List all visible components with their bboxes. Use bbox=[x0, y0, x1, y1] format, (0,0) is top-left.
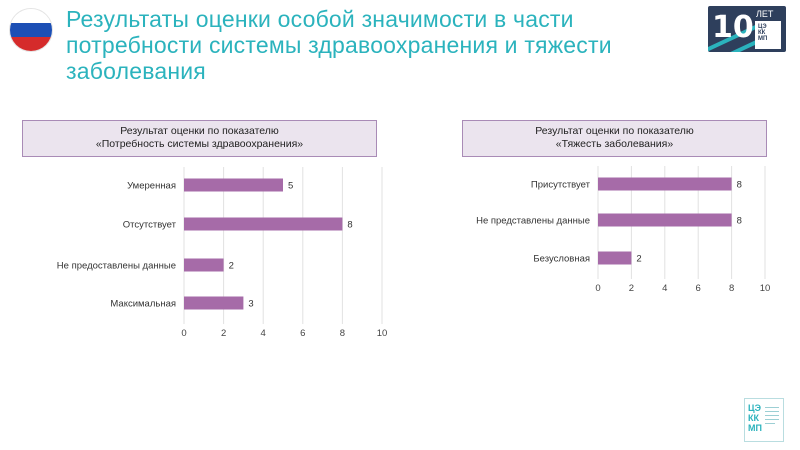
data-label: 2 bbox=[229, 261, 234, 272]
chart-header-text: Результат оценки по показателю «Тяжесть … bbox=[535, 125, 694, 150]
x-tick-label: 2 bbox=[629, 283, 634, 294]
x-tick-label: 6 bbox=[300, 328, 305, 339]
category-label: Отсутствует bbox=[123, 220, 177, 231]
chart-header-text: Результат оценки по показателю «Потребно… bbox=[95, 125, 304, 150]
x-tick-label: 10 bbox=[760, 283, 771, 294]
data-label: 3 bbox=[248, 299, 253, 310]
x-tick-label: 4 bbox=[261, 328, 266, 339]
x-tick-label: 10 bbox=[377, 328, 388, 339]
category-label: Присутствует bbox=[531, 180, 591, 191]
category-label: Умеренная bbox=[127, 181, 176, 192]
category-label: Безусловная bbox=[533, 254, 590, 265]
chart-header-disease-severity: Результат оценки по показателю «Тяжесть … bbox=[462, 120, 767, 157]
x-tick-label: 4 bbox=[662, 283, 667, 294]
data-label: 8 bbox=[737, 180, 742, 191]
org-logo-box: ЦЭ КК МП bbox=[755, 21, 781, 49]
category-label: Не предоставлены данные bbox=[57, 261, 176, 272]
x-tick-label: 0 bbox=[181, 328, 186, 339]
bar bbox=[184, 217, 343, 231]
org-abbr: ЦЭ КК МП bbox=[758, 24, 768, 42]
x-tick-label: 8 bbox=[729, 283, 734, 294]
x-tick-label: 8 bbox=[340, 328, 345, 339]
bar bbox=[184, 296, 244, 310]
bar bbox=[598, 177, 732, 191]
bar bbox=[184, 178, 283, 192]
category-label: Максимальная bbox=[110, 299, 176, 310]
data-label: 8 bbox=[347, 220, 352, 231]
page-title: Результаты оценки особой значимости в ча… bbox=[66, 6, 612, 84]
footer-org-abbr: ЦЭ КК МП bbox=[748, 403, 762, 433]
data-label: 5 bbox=[288, 181, 293, 192]
footer-org-logo: ЦЭ КК МП bbox=[744, 398, 784, 442]
anniversary-number: 10 bbox=[712, 10, 754, 45]
anniversary-label: ЛЕТ bbox=[756, 9, 774, 19]
data-label: 8 bbox=[737, 216, 742, 227]
bar bbox=[598, 213, 732, 227]
x-tick-label: 0 bbox=[595, 283, 600, 294]
chart-header-healthcare-need: Результат оценки по показателю «Потребно… bbox=[22, 120, 377, 157]
category-label: Не представлены данные bbox=[476, 216, 590, 227]
data-label: 2 bbox=[636, 254, 641, 265]
russia-flag-icon bbox=[10, 9, 52, 51]
x-tick-label: 2 bbox=[221, 328, 226, 339]
bar bbox=[598, 251, 632, 265]
x-tick-label: 6 bbox=[696, 283, 701, 294]
anniversary-logo: 10 ЛЕТ ЦЭ КК МП bbox=[708, 6, 786, 52]
bar bbox=[184, 258, 224, 272]
